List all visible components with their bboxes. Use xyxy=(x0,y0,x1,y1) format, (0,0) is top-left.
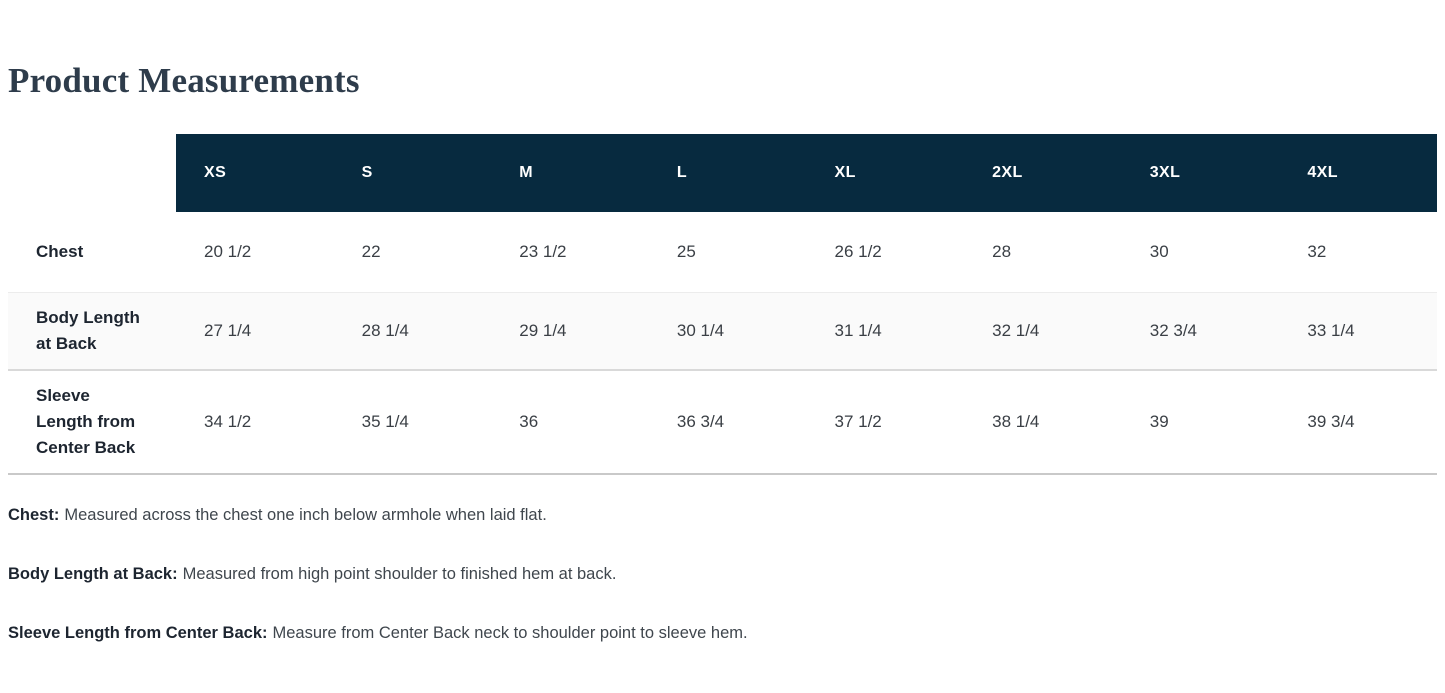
body-length-value-2xl: 32 1/4 xyxy=(992,321,1040,340)
chest-value-l: 25 xyxy=(676,242,696,261)
note-sleeve-length-text: Measure from Center Back neck to shoulde… xyxy=(272,624,748,642)
body-length-value-4xl: 33 1/4 xyxy=(1307,321,1355,340)
chest-value-m: 23 1/2 xyxy=(519,242,567,261)
note-sleeve-length-label: Sleeve Length from Center Back: xyxy=(8,624,268,642)
chest-value-s: 22 xyxy=(361,242,381,261)
sleeve-length-value-4xl: 39 3/4 xyxy=(1307,412,1355,431)
sleeve-length-value-m: 36 xyxy=(519,412,539,431)
sleeve-length-value-3xl: 39 xyxy=(1149,412,1169,431)
note-chest-text: Measured across the chest one inch below… xyxy=(64,506,547,524)
row-label-body-length: Body Length at Back xyxy=(36,308,140,353)
row-label-chest: Chest xyxy=(36,242,84,261)
size-header-xl: XL xyxy=(806,134,965,212)
table-row-body-length: Body Length at Back 27 1/4 28 1/4 29 1/4… xyxy=(8,292,1437,371)
size-chart-table: XS S M L XL 2XL 3XL 4XL Chest 20 1/2 22 … xyxy=(8,134,1437,475)
sleeve-length-value-l: 36 3/4 xyxy=(676,412,725,431)
note-body-length-text: Measured from high point shoulder to fin… xyxy=(182,565,617,583)
size-header-row: XS S M L XL 2XL 3XL 4XL xyxy=(8,134,1437,212)
table-row-sleeve-length: Sleeve Length from Center Back 34 1/2 35… xyxy=(8,371,1437,475)
row-label-sleeve-length: Sleeve Length from Center Back xyxy=(36,386,136,457)
size-header-l: L xyxy=(648,134,807,212)
body-length-value-xs: 27 1/4 xyxy=(204,321,252,340)
note-body-length-label: Body Length at Back: xyxy=(8,565,178,583)
size-header-4xl: 4XL xyxy=(1279,134,1437,212)
note-sleeve-length: Sleeve Length from Center Back: Measure f… xyxy=(8,621,1437,646)
table-row-chest: Chest 20 1/2 22 23 1/2 25 26 1/2 28 30 3… xyxy=(8,212,1437,292)
size-header-s: S xyxy=(333,134,492,212)
body-length-value-xl: 31 1/4 xyxy=(834,321,882,340)
size-header-2xl: 2XL xyxy=(964,134,1122,212)
body-length-value-3xl: 32 3/4 xyxy=(1149,321,1198,340)
chest-value-4xl: 32 xyxy=(1307,242,1327,261)
size-header-m: M xyxy=(491,134,649,212)
size-header-3xl: 3XL xyxy=(1121,134,1280,212)
measurement-notes: Chest: Measured across the chest one inch… xyxy=(8,503,1437,646)
header-corner-cell xyxy=(8,134,176,212)
size-header-xs: XS xyxy=(176,134,334,212)
note-chest-label: Chest: xyxy=(8,506,60,524)
chest-value-xs: 20 1/2 xyxy=(204,242,252,261)
sleeve-length-value-s: 35 1/4 xyxy=(361,412,409,431)
sleeve-length-value-2xl: 38 1/4 xyxy=(992,412,1040,431)
page-title: Product Measurements xyxy=(8,61,360,100)
chest-value-3xl: 30 xyxy=(1149,242,1169,261)
note-chest: Chest: Measured across the chest one inch… xyxy=(8,503,1437,528)
chest-value-xl: 26 1/2 xyxy=(834,242,882,261)
body-length-value-l: 30 1/4 xyxy=(676,321,725,340)
sleeve-length-value-xs: 34 1/2 xyxy=(204,412,252,431)
chest-value-2xl: 28 xyxy=(992,242,1012,261)
note-body-length: Body Length at Back: Measured from high p… xyxy=(8,562,1437,587)
body-length-value-m: 29 1/4 xyxy=(519,321,567,340)
sleeve-length-value-xl: 37 1/2 xyxy=(834,412,882,431)
body-length-value-s: 28 1/4 xyxy=(361,321,409,340)
